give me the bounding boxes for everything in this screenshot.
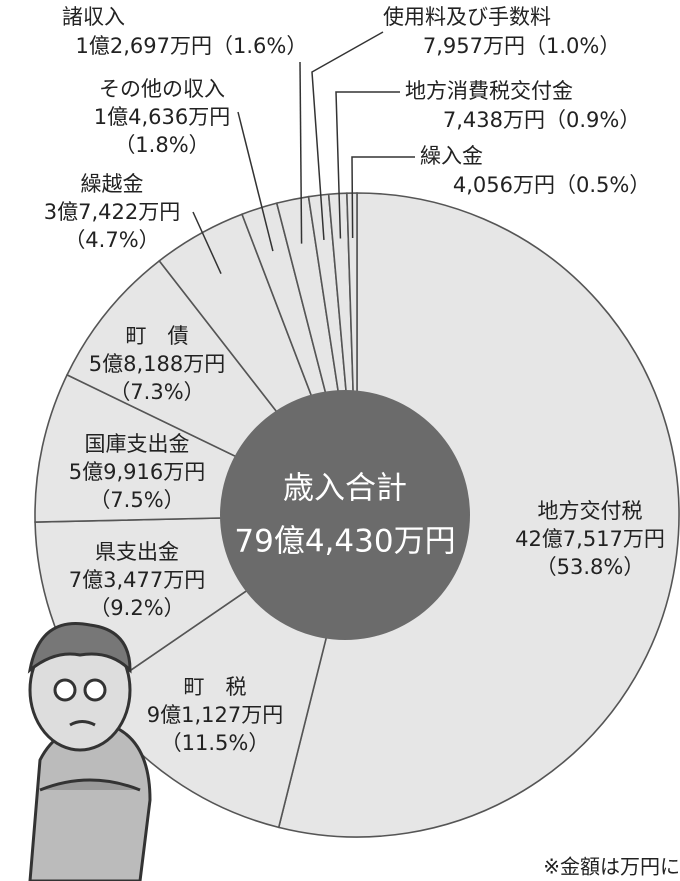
- center-circle: [220, 390, 470, 640]
- label-amount: 5億9,916万円: [69, 460, 205, 484]
- label-name: 町 債: [126, 324, 189, 348]
- value-label: （0.9%）: [545, 108, 640, 132]
- label-amount: 7,957万円: [423, 34, 525, 58]
- label-name: 地方消費税交付金: [405, 79, 573, 103]
- chart: ※金額は万円に 歳入合計 79億4,430万円 地方交付税 42億7,517万円 （53…: [0, 0, 680, 881]
- label-amount: 5億8,188万円: [89, 352, 225, 376]
- label-amount: 3億7,422万円: [44, 200, 180, 224]
- label-name: 県支出金: [95, 540, 179, 564]
- value-label: （7.3%）: [109, 380, 204, 404]
- label-name: 諸収入: [62, 5, 125, 29]
- label-amount: 42億7,517万円: [515, 527, 665, 551]
- label-name: 国庫支出金: [85, 432, 190, 456]
- label-name: その他の収入: [99, 77, 225, 101]
- value-label: （1.0%）: [525, 34, 620, 58]
- page: {"chart_data":{"type":"pie","center_titl…: [0, 0, 680, 881]
- center-value: 79億4,430万円: [234, 524, 455, 560]
- label-name: 町 税: [184, 675, 247, 699]
- label-amount: 9億1,127万円: [147, 703, 283, 727]
- value-label: （0.5%）: [555, 173, 650, 197]
- value-label: （4.7%）: [64, 228, 159, 252]
- label-name: 繰入金: [420, 144, 483, 168]
- label-amount: 1億4,636万円: [94, 105, 230, 129]
- value-label: （1.8%）: [114, 133, 209, 157]
- label-amount: 1億2,697万円: [76, 34, 212, 58]
- label-name: 地方交付税: [538, 499, 643, 523]
- value-label: （7.5%）: [89, 488, 184, 512]
- label-name: 使用料及び手数料: [383, 5, 551, 29]
- label-amount: 4,056万円: [453, 173, 555, 197]
- label-amount: 7,438万円: [443, 108, 545, 132]
- note: ※金額は万円に: [543, 855, 680, 879]
- value-label: （1.6%）: [212, 34, 307, 58]
- label-amount: 7億3,477万円: [69, 568, 205, 592]
- value-label: （9.2%）: [89, 596, 184, 620]
- value-label: （11.5%）: [161, 731, 270, 755]
- label-name: 繰越金: [81, 172, 144, 196]
- value-label: （53.8%）: [536, 555, 645, 579]
- center-title: 歳入合計: [283, 471, 407, 507]
